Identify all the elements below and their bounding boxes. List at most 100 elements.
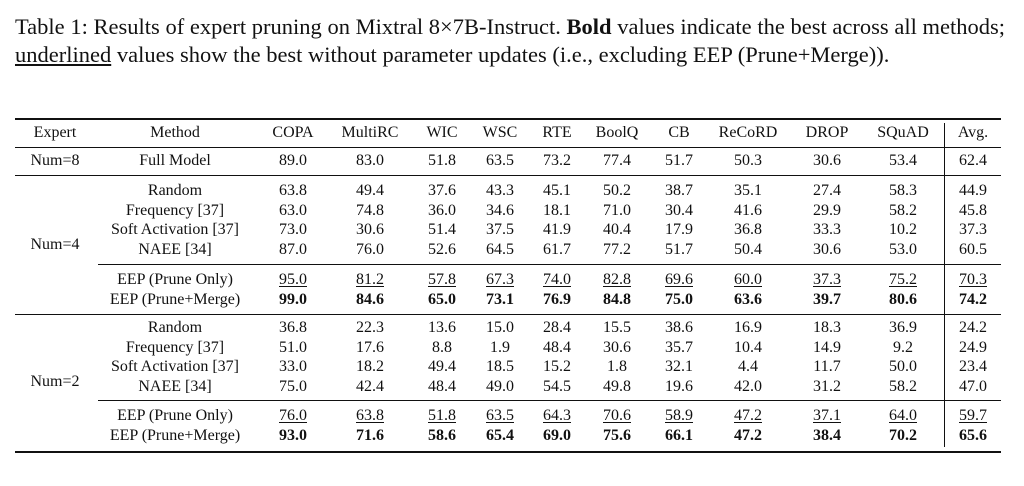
value-cell: 77.4 [603,152,631,169]
value-cell: 36.0 [428,201,456,219]
rule [15,147,1001,148]
rule [15,118,1001,120]
value-cell: 58.2 [889,201,917,219]
value-cell: 40.4 [603,221,631,238]
value-cell: 37.5 [486,221,514,238]
value-cell: 24.9 [959,338,987,356]
value-cell: 33.0 [279,358,307,375]
column-header: Expert [33,124,77,141]
column-header: CB [668,124,690,141]
value-cell: 51.0 [279,338,307,356]
value-cell: 49.8 [603,377,631,395]
column-header: SQuAD [877,124,929,141]
value-cell: 84.8 [603,290,631,308]
value-cell: 64.0 [889,407,917,424]
method-name: Random [147,182,203,199]
value-cell: 39.7 [813,290,841,308]
method-name: NAEE [34] [138,240,212,258]
value-cell: 51.7 [665,152,693,169]
value-cell: 53.4 [889,152,917,169]
value-cell: 65.0 [428,290,456,308]
value-cell: 70.3 [959,271,987,288]
value-cell: 37.3 [813,271,841,288]
value-cell: 75.0 [279,377,307,395]
value-cell: 35.7 [665,338,693,356]
value-cell: 30.4 [665,201,693,219]
value-cell: 48.4 [428,377,456,395]
value-cell: 66.1 [665,426,693,444]
value-cell: 81.2 [356,271,384,288]
column-header: DROP [805,124,849,141]
value-cell: 38.6 [665,319,693,336]
value-cell: 37.6 [428,182,456,199]
value-cell: 17.9 [665,221,693,238]
value-cell: 45.8 [959,201,987,219]
value-cell: 10.2 [889,221,917,238]
value-cell: 18.2 [356,358,384,375]
value-cell: 51.4 [428,221,456,238]
value-cell: 57.8 [428,271,456,288]
value-cell: 54.5 [543,377,571,395]
value-cell: 30.6 [813,240,841,258]
value-cell: 62.4 [959,152,987,169]
value-cell: 60.0 [734,271,762,288]
column-header: WSC [482,124,518,141]
value-cell: 76.0 [356,240,384,258]
value-cell: 48.4 [543,338,571,356]
value-cell: 11.7 [813,358,841,375]
value-cell: 47.0 [959,377,987,395]
column-header: WIC [426,124,458,141]
value-cell: 38.7 [665,182,693,199]
value-cell: 59.7 [959,407,987,424]
rule [15,313,1001,315]
value-cell: 74.2 [959,290,987,308]
value-cell: 14.9 [813,338,841,356]
value-cell: 73.1 [486,290,514,308]
value-cell: 50.4 [734,240,762,258]
value-cell: 27.4 [813,182,841,199]
value-cell: 50.3 [734,152,762,169]
caption-text: Bold [566,14,612,39]
value-cell: 69.6 [665,271,693,288]
value-cell: 38.4 [813,426,841,444]
value-cell: 58.3 [889,182,917,199]
value-cell: 63.0 [279,201,307,219]
method-name: EEP (Prune+Merge) [109,290,241,308]
value-cell: 71.6 [356,426,384,444]
method-name: Frequency [37] [125,338,225,356]
value-cell: 47.2 [734,426,762,444]
value-cell: 71.0 [603,201,631,219]
value-cell: 51.8 [428,152,456,169]
value-cell: 31.2 [813,377,841,395]
value-cell: 76.0 [279,407,307,424]
value-cell: 80.6 [889,290,917,308]
value-cell: 42.0 [734,377,762,395]
method-name: EEP (Prune+Merge) [109,426,241,444]
column-header: BoolQ [595,124,639,141]
value-cell: 15.2 [543,358,571,375]
column-header: Avg. [957,124,989,141]
column-header: Method [150,124,200,141]
value-cell: 16.9 [734,319,762,336]
value-cell: 36.9 [889,319,917,336]
value-cell: 37.1 [813,407,841,424]
value-cell: 70.6 [603,407,631,424]
value-cell: 23.4 [959,358,987,375]
value-cell: 75.0 [665,290,693,308]
column-header: ReCoRD [718,124,778,141]
method-name: Soft Activation [37] [111,221,239,238]
value-cell: 73.0 [279,221,307,238]
rule [15,175,1001,176]
value-cell: 37.3 [959,221,987,238]
value-cell: 60.5 [959,240,987,258]
method-name: NAEE [34] [138,377,212,395]
value-cell: 28.4 [543,319,571,336]
expert-label: Num=8 [30,152,80,169]
column-header: MultiRC [341,124,399,141]
value-cell: 47.2 [734,407,762,424]
value-cell: 30.6 [813,152,841,169]
value-cell: 32.1 [665,358,693,375]
value-cell: 33.3 [813,221,841,238]
method-name: Full Model [139,152,211,169]
